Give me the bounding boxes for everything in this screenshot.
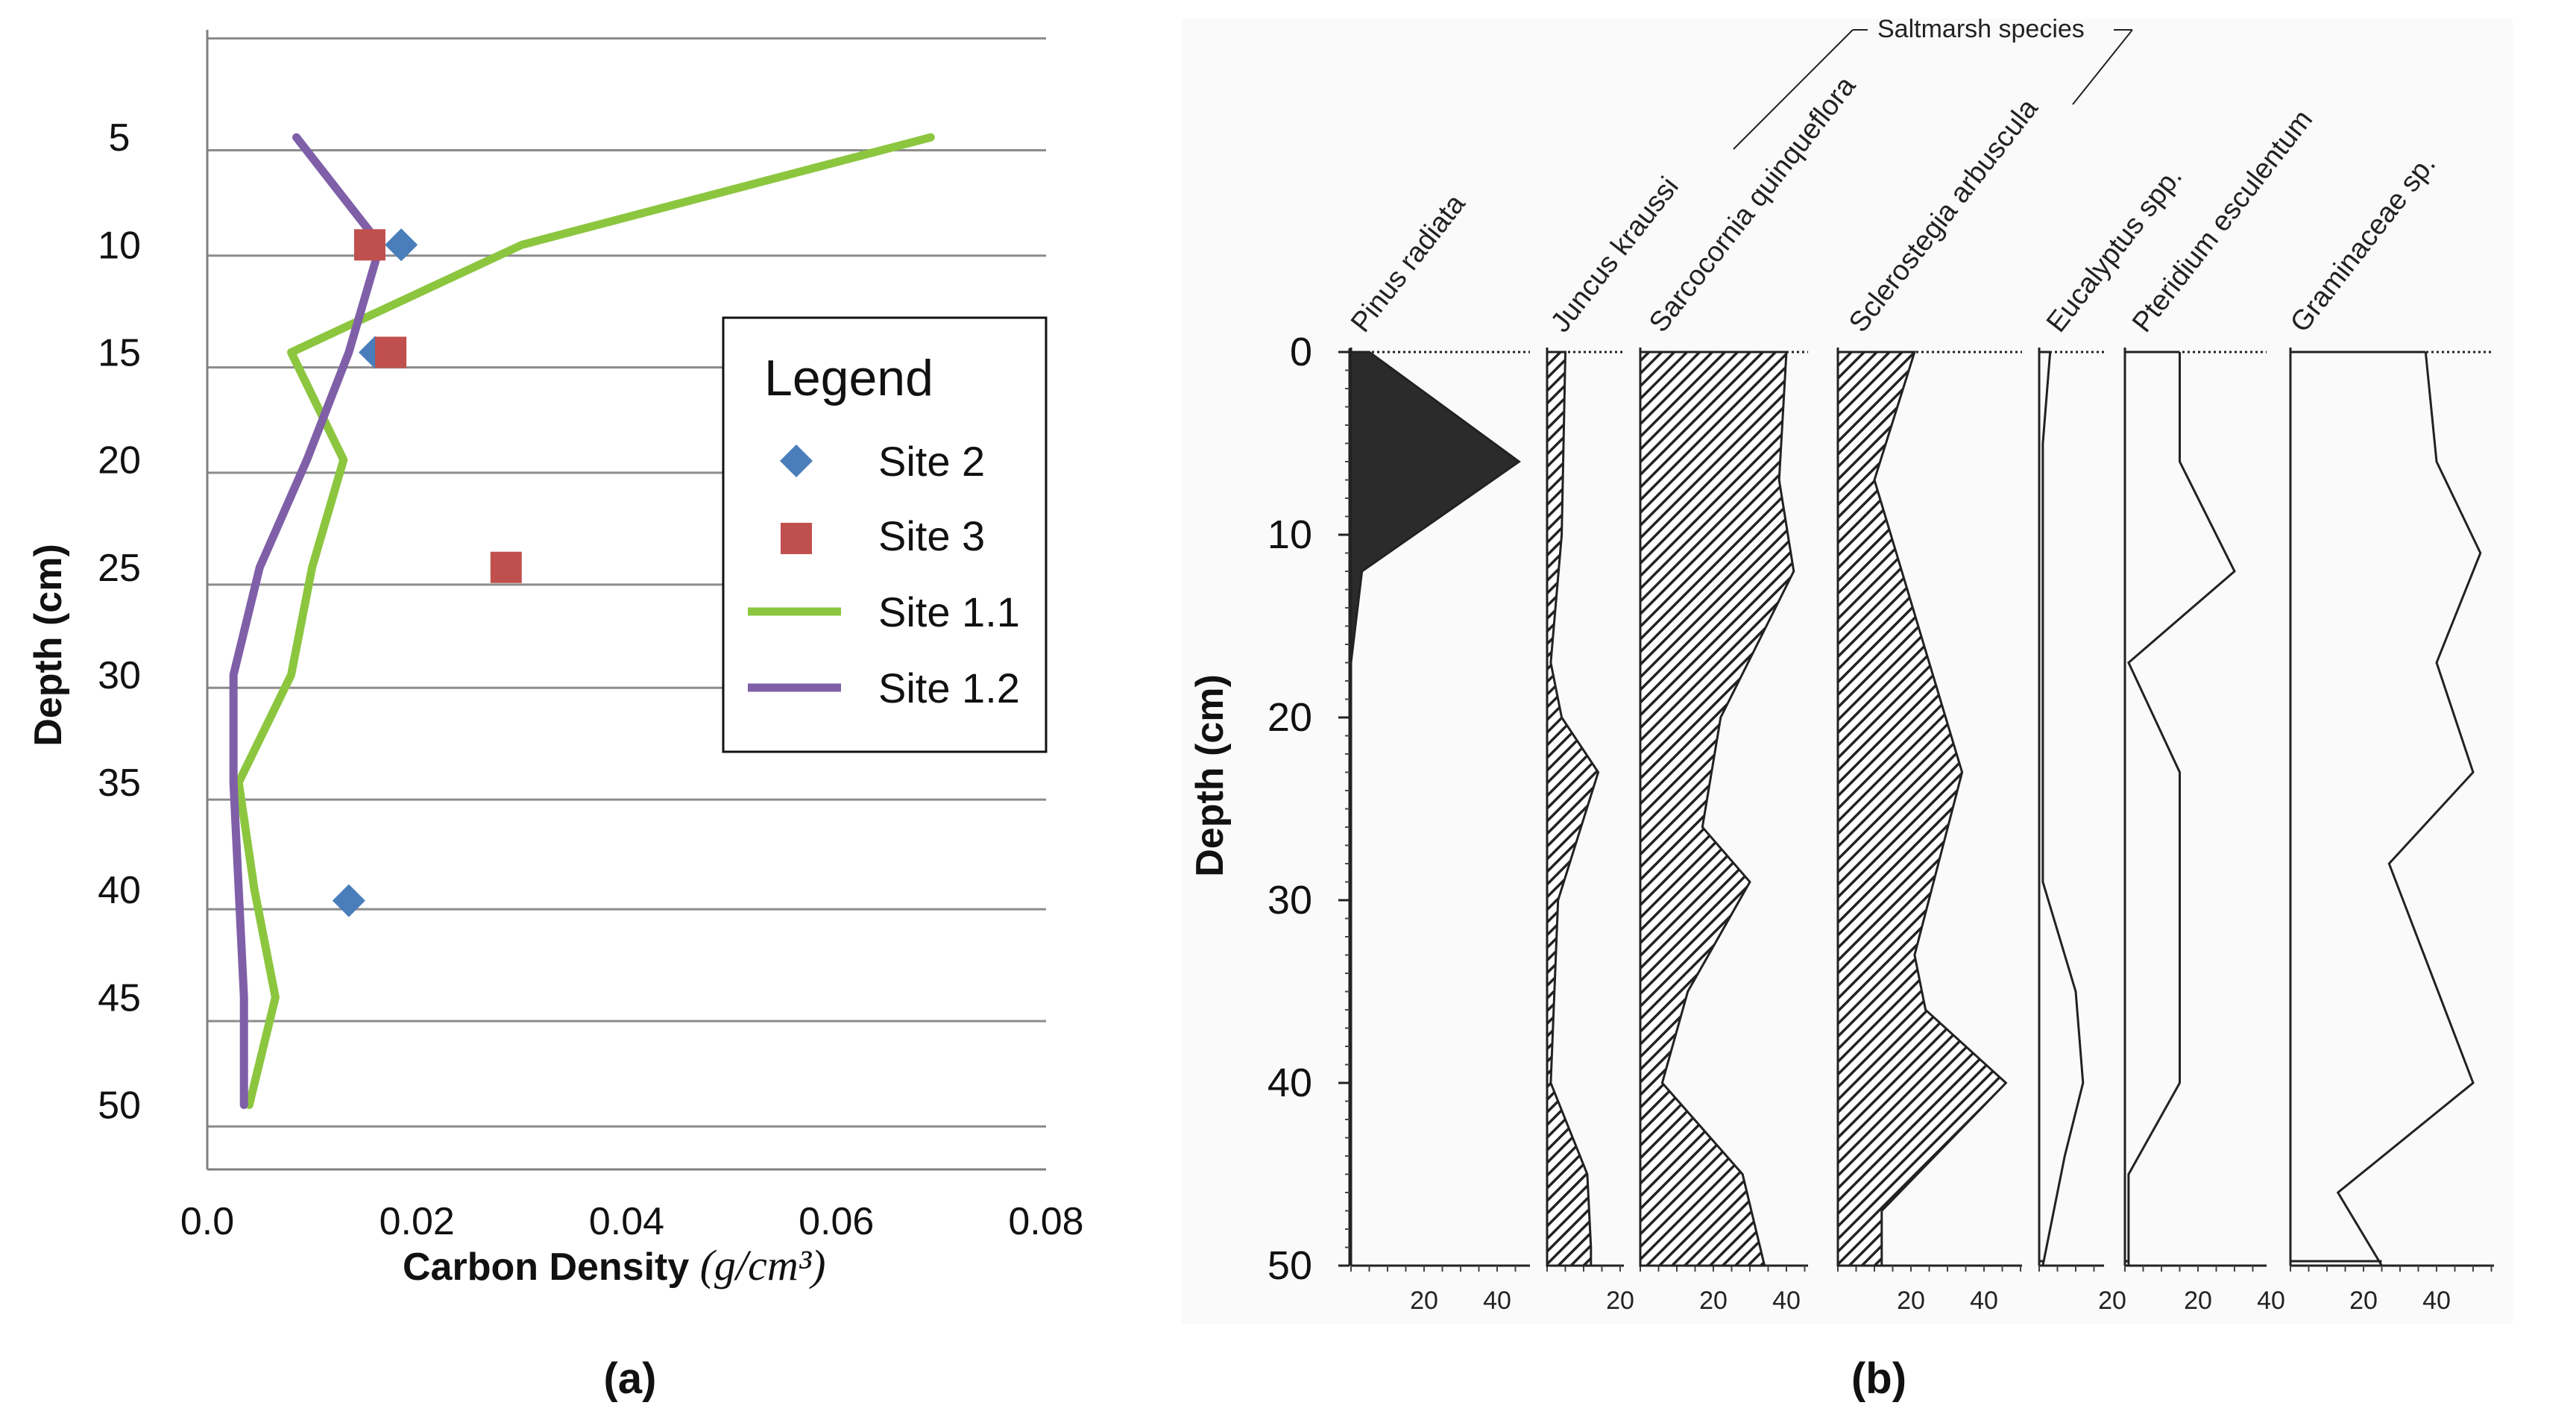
y-tick-30: 30: [98, 654, 141, 697]
b-y-axis-label: Depth (cm): [1188, 674, 1232, 877]
legend: Legend Site 2 Site 3 Site 1.1 Site 1.2: [722, 316, 1048, 753]
point-site-3-1: [375, 336, 407, 368]
point-site-2-0: [385, 228, 418, 262]
b-y-tick-30: 30: [1267, 878, 1312, 923]
taxon-x-tick-sarcocornia-quinqueflora-40: 40: [1772, 1287, 1801, 1315]
taxon-x-tick-pteridium-esculentum-40: 40: [2257, 1287, 2285, 1315]
legend-marker-site-2: [780, 445, 813, 477]
series-line-site-1-2: [229, 133, 385, 1110]
x-axis-unit: (g/cm³): [700, 1241, 826, 1290]
taxon-x-tick-sarcocornia-quinqueflora-20: 20: [1699, 1287, 1728, 1315]
y-tick-20: 20: [98, 439, 141, 483]
saltmarsh-label: Saltmarsh species: [1877, 15, 2085, 43]
saltmarsh-group-label: Saltmarsh species: [1733, 15, 2133, 150]
y-tick-45: 45: [98, 976, 141, 1020]
series-line-site-1-1: [234, 133, 935, 1110]
legend-label-site-2: Site 2: [878, 438, 985, 485]
taxon-x-tick-pinus-radiata-40: 40: [1483, 1287, 1511, 1315]
y-tick-40: 40: [98, 869, 141, 912]
legend-label-site-1-2: Site 1.2: [878, 665, 1020, 712]
taxon-area-juncus-kraussi: [1546, 351, 1600, 1267]
legend-label-site-3: Site 3: [878, 512, 985, 559]
taxon-area-sclerostegia-arbuscula: [1836, 351, 2008, 1267]
taxon-x-tick-eucalyptus-spp--20: 20: [2098, 1287, 2126, 1315]
legend-items: Site 2 Site 3 Site 1.1 Site 1.2: [748, 438, 1020, 712]
x-tick-0.02: 0.02: [380, 1200, 455, 1243]
grid-lines: [207, 37, 1046, 1128]
b-y-tick-20: 20: [1267, 695, 1312, 740]
taxon-curve-pteridium-esculentum: [2127, 352, 2236, 1266]
y-tick-35: 35: [98, 761, 141, 805]
y-tick-15: 15: [98, 331, 141, 374]
taxon-x-tick-pteridium-esculentum-20: 20: [2184, 1287, 2212, 1315]
x-axis-label: Carbon Density (g/cm³): [403, 1241, 826, 1290]
y-tick-5: 5: [109, 116, 130, 160]
taxon-area-pinus-radiata: [1350, 351, 1521, 663]
saltmarsh-bracket-right-b: [2072, 29, 2133, 105]
b-y-tick-10: 10: [1267, 512, 1312, 557]
b-y-tick-50: 50: [1267, 1243, 1312, 1288]
saltmarsh-bracket-left-b: [1733, 29, 1854, 150]
taxon-x-tick-pinus-radiata-20: 20: [1410, 1287, 1438, 1315]
x-tick-0.06: 0.06: [799, 1200, 874, 1243]
legend-label-site-1-1: Site 1.1: [878, 588, 1020, 635]
point-site-3-0: [353, 229, 385, 261]
x-tick-0.04: 0.04: [589, 1200, 664, 1243]
b-y-tick-40: 40: [1267, 1061, 1312, 1105]
taxon-x-tick-sclerostegia-arbuscula-40: 40: [1970, 1287, 1998, 1315]
y-tick-50: 50: [98, 1084, 141, 1128]
panel-label-b: (b): [1851, 1354, 1906, 1403]
x-tick-0.0: 0.0: [180, 1200, 234, 1243]
y-tick-10: 10: [98, 224, 141, 267]
y-axis-label: Depth (cm): [27, 544, 70, 747]
taxon-x-tick-graminaceae-sp--20: 20: [2349, 1287, 2378, 1315]
panel-label-a: (a): [604, 1354, 657, 1403]
taxon-curve-eucalyptus-spp-: [2041, 351, 2085, 1266]
x-tick-0.08: 0.08: [1008, 1200, 1083, 1243]
taxon-x-tick-juncus-kraussi-20: 20: [1606, 1287, 1634, 1315]
taxon-curve-graminaceae-sp-: [2336, 351, 2482, 1266]
b-y-tick-0: 0: [1290, 330, 1312, 374]
b-y-axis: 0 10 20 30 40 50: [1267, 330, 1351, 1288]
x-tick-labels: 0.0 0.02 0.04 0.06 0.08: [180, 1200, 1084, 1243]
point-site-2-2: [332, 884, 365, 917]
legend-box: [722, 316, 1048, 753]
point-site-3-2: [490, 551, 522, 583]
legend-title: Legend: [764, 350, 933, 406]
legend-marker-site-3: [781, 523, 812, 554]
y-tick-25: 25: [98, 547, 141, 590]
taxon-area-sarcocornia-quinqueflora: [1639, 351, 1795, 1267]
y-tick-labels: 5 10 15 20 25 30 35 40 45 50: [98, 116, 141, 1127]
taxon-x-tick-sclerostegia-arbuscula-20: 20: [1897, 1287, 1925, 1315]
taxon-x-tick-graminaceae-sp--40: 40: [2422, 1287, 2451, 1315]
series-group: [229, 133, 935, 1110]
